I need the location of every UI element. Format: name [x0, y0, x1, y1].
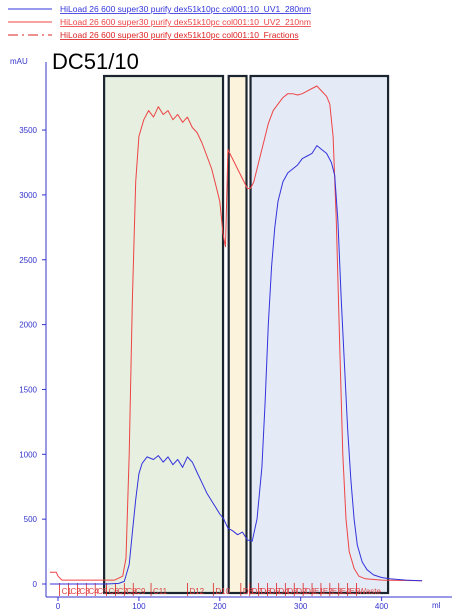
axes: mAU ml — [10, 57, 452, 610]
y-tick-label-1000: 1000 — [19, 450, 37, 459]
series-line-uv210 — [49, 85, 423, 582]
legend: HiLoad 26 600 super30 purify dex51k10pc … — [8, 4, 311, 40]
region-box-blue — [249, 74, 390, 595]
fraction-label-C2: C2 — [71, 587, 82, 596]
fraction-label-C3: C3 — [79, 587, 90, 596]
fraction-label-D4: D4 — [278, 587, 289, 596]
y-tick-label-2000: 2000 — [19, 321, 37, 330]
x-tick-label-0: 0 — [56, 602, 61, 611]
series-line-uv280 — [49, 145, 423, 585]
fraction-label-C8: C8 — [126, 587, 137, 596]
fraction-label-Waste: Waste — [359, 587, 382, 596]
fraction-label-C4: C4 — [88, 587, 99, 596]
fraction-label-E4: E4 — [341, 587, 351, 596]
x-tick-label-100: 100 — [132, 602, 146, 611]
legend-label-uv210: HiLoad 26 600 super30 purify dex51k10pc … — [60, 17, 311, 27]
fraction-label-D2: D2 — [296, 587, 307, 596]
x-tick-label-200: 200 — [213, 602, 227, 611]
fraction-label-E3: E3 — [332, 587, 342, 596]
y-axis-unit: mAU — [10, 57, 28, 66]
legend-label-uv280: HiLoad 26 600 super30 purify dex51k10pc … — [60, 4, 311, 14]
fraction-label-C7: C7 — [117, 587, 128, 596]
fraction-label-D5: D5 — [270, 587, 281, 596]
fraction-label-E2: E2 — [323, 587, 333, 596]
fraction-label-D6: D6 — [261, 587, 272, 596]
y-tick-label-1500: 1500 — [19, 385, 37, 394]
fraction-label-E1: E1 — [314, 587, 324, 596]
y-tick-label-2500: 2500 — [19, 256, 37, 265]
y-tick-label-500: 500 — [24, 515, 38, 524]
fraction-label-C1: C1 — [62, 587, 73, 596]
region-boxes — [103, 74, 390, 595]
fraction-label-D1: D1 — [305, 587, 316, 596]
fraction-label-C5: C5 — [97, 587, 108, 596]
fraction-label-D3: D3 — [287, 587, 298, 596]
x-axis-unit: ml — [432, 601, 441, 610]
fraction-label-C11: C11 — [153, 587, 168, 596]
region-box-green — [103, 74, 225, 595]
tick-marks: 0 500 1000 1500 2000 2500 3000 3500 0 100 200 300 40… — [19, 126, 389, 611]
fraction-label-D8: D8 — [243, 587, 254, 596]
chart-title: DC51/10 — [52, 49, 139, 74]
fraction-label-D12: D12 — [189, 587, 204, 596]
fraction-label-C9: C9 — [135, 587, 146, 596]
fraction-label-C6: C6 — [109, 587, 120, 596]
fraction-label-D10: D10 — [215, 587, 230, 596]
y-tick-label-0: 0 — [33, 580, 38, 589]
legend-label-fractions: HiLoad 26 600 super30 purify dex51k10pc … — [60, 30, 299, 40]
x-tick-label-300: 300 — [294, 602, 308, 611]
region-box-yellow — [227, 74, 248, 595]
y-tick-label-3000: 3000 — [19, 191, 37, 200]
fraction-label-D7: D7 — [252, 587, 263, 596]
x-tick-label-400: 400 — [375, 602, 389, 611]
series-lines — [49, 85, 423, 585]
y-tick-label-3500: 3500 — [19, 126, 37, 135]
fraction-label-E5: E5 — [350, 587, 360, 596]
